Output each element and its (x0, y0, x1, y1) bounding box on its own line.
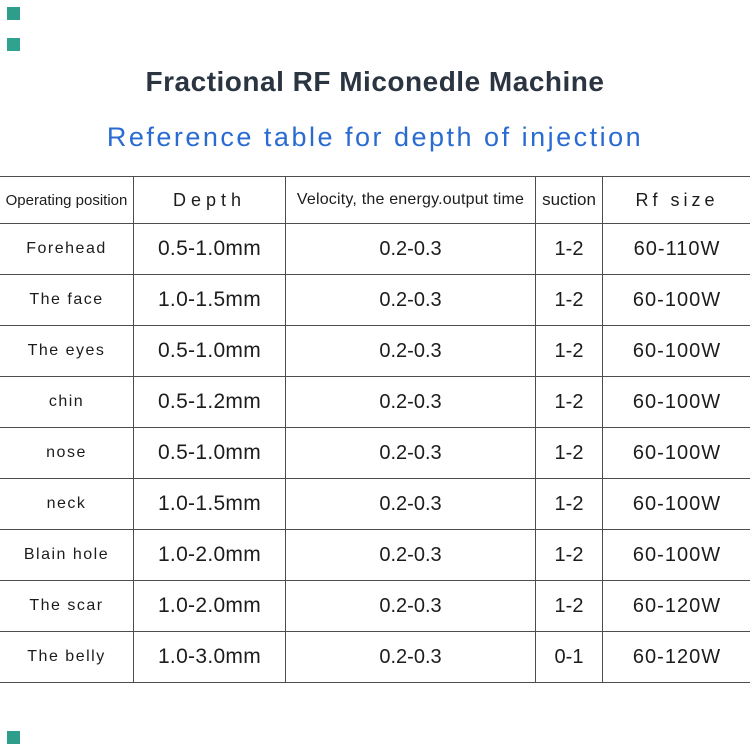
table-cell: 0.5-1.0mm (133, 325, 286, 377)
table-cell: 1.0-2.0mm (133, 580, 286, 632)
header-operating-position: Operating position (0, 176, 134, 224)
teal-square-marker-top (7, 7, 20, 20)
table-cell: 0.2-0.3 (285, 223, 536, 275)
table-cell: nose (0, 427, 134, 479)
table-cell: 1.0-1.5mm (133, 478, 286, 530)
table-cell: 1-2 (535, 325, 603, 377)
table-row: Forehead 0.5-1.0mm 0.2-0.3 1-2 60-110W (0, 223, 750, 275)
table-cell: The eyes (0, 325, 134, 377)
table-cell: The scar (0, 580, 134, 632)
teal-square-marker-upper (7, 38, 20, 51)
table-cell: 0.2-0.3 (285, 325, 536, 377)
page-title: Fractional RF Miconedle Machine (145, 66, 605, 97)
table-cell: Blain hole (0, 529, 134, 581)
table-cell: 60-110W (602, 223, 750, 275)
table-cell: 0.2-0.3 (285, 529, 536, 581)
table-cell: The belly (0, 631, 134, 683)
table-cell: 1.0-3.0mm (133, 631, 286, 683)
table-row: The belly 1.0-3.0mm 0.2-0.3 0-1 60-120W (0, 631, 750, 683)
page-subtitle: Reference table for depth of injection (106, 122, 644, 152)
table-cell: 0-1 (535, 631, 603, 683)
header-suction: suction (535, 176, 603, 224)
table-cell: 60-100W (602, 529, 750, 581)
table-cell: 60-100W (602, 376, 750, 428)
table-row: nose 0.5-1.0mm 0.2-0.3 1-2 60-100W (0, 427, 750, 479)
table-cell: 60-100W (602, 427, 750, 479)
table-row: chin 0.5-1.2mm 0.2-0.3 1-2 60-100W (0, 376, 750, 428)
table-cell: 1.0-1.5mm (133, 274, 286, 326)
table-cell: 1-2 (535, 427, 603, 479)
table-cell: neck (0, 478, 134, 530)
table-body: Forehead 0.5-1.0mm 0.2-0.3 1-2 60-110W The fa… (0, 223, 750, 683)
table-cell: 0.2-0.3 (285, 631, 536, 683)
table-cell: 60-100W (602, 274, 750, 326)
table-cell: 60-120W (602, 580, 750, 632)
table-cell: 1.0-2.0mm (133, 529, 286, 581)
table-cell: 1-2 (535, 529, 603, 581)
reference-table: Operating position Depth Velocity, the e… (0, 176, 750, 683)
table-cell: 0.5-1.2mm (133, 376, 286, 428)
table-cell: 1-2 (535, 274, 603, 326)
table-row: The face 1.0-1.5mm 0.2-0.3 1-2 60-100W (0, 274, 750, 326)
table-row: The eyes 0.5-1.0mm 0.2-0.3 1-2 60-100W (0, 325, 750, 377)
table-cell: 0.2-0.3 (285, 580, 536, 632)
table-header-row: Operating position Depth Velocity, the e… (0, 176, 750, 224)
table-cell: 1-2 (535, 376, 603, 428)
table-cell: 0.2-0.3 (285, 427, 536, 479)
table-cell: 60-120W (602, 631, 750, 683)
table-cell: 1-2 (535, 580, 603, 632)
table-cell: 0.5-1.0mm (133, 427, 286, 479)
header-velocity-energy-output-time: Velocity, the energy.output time (285, 176, 536, 224)
table-cell: 60-100W (602, 478, 750, 530)
table-row: Blain hole 1.0-2.0mm 0.2-0.3 1-2 60-100W (0, 529, 750, 581)
table-cell: 0.2-0.3 (285, 274, 536, 326)
header-depth: Depth (133, 176, 286, 224)
table-cell: The face (0, 274, 134, 326)
table-cell: 1-2 (535, 478, 603, 530)
table-cell: 0.5-1.0mm (133, 223, 286, 275)
table-row: neck 1.0-1.5mm 0.2-0.3 1-2 60-100W (0, 478, 750, 530)
table-cell: Forehead (0, 223, 134, 275)
table-cell: 1-2 (535, 223, 603, 275)
table-row: The scar 1.0-2.0mm 0.2-0.3 1-2 60-120W (0, 580, 750, 632)
header-rf-size: Rf size (602, 176, 750, 224)
table-cell: chin (0, 376, 134, 428)
teal-square-marker-bottom (7, 731, 20, 744)
table-cell: 0.2-0.3 (285, 478, 536, 530)
table-cell: 0.2-0.3 (285, 376, 536, 428)
table-cell: 60-100W (602, 325, 750, 377)
